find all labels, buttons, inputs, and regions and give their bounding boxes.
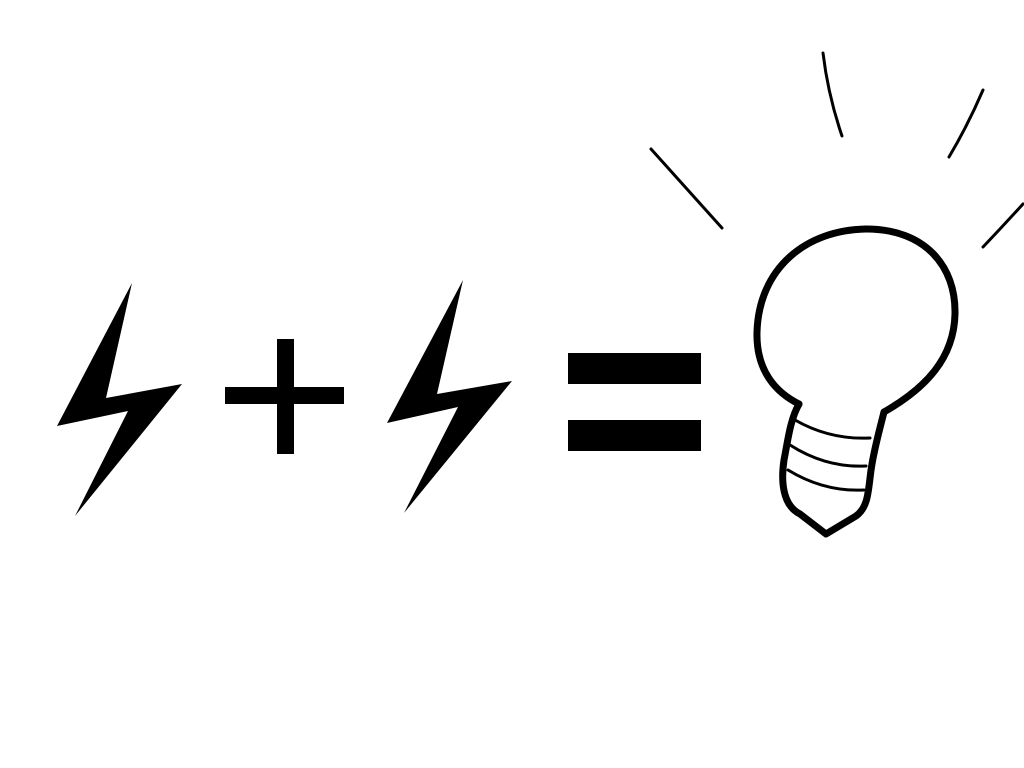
- plus-icon: [225, 339, 344, 454]
- lightning-bolt-icon: [57, 283, 182, 516]
- plus-vertical-bar: [277, 339, 294, 454]
- bulb-threads: [786, 418, 872, 492]
- light-rays: [649, 51, 1024, 249]
- light-ray: [649, 147, 724, 230]
- equals-top-bar: [568, 353, 701, 384]
- equals-icon: [568, 353, 701, 451]
- light-ray: [821, 51, 844, 138]
- bulb-glass: [753, 225, 959, 416]
- bulb-base: [779, 400, 888, 538]
- lightning-bolt-shape: [57, 283, 182, 516]
- equals-bottom-bar: [568, 420, 701, 451]
- bulb-thread: [786, 468, 866, 492]
- bulb-thread: [793, 418, 872, 440]
- light-bulb-icon: [649, 51, 1024, 538]
- light-ray: [981, 202, 1024, 249]
- light-ray: [947, 88, 985, 159]
- bulb-thread: [788, 443, 868, 468]
- lightning-bolt-icon: [387, 280, 512, 513]
- lightning-bolt-shape: [387, 280, 512, 513]
